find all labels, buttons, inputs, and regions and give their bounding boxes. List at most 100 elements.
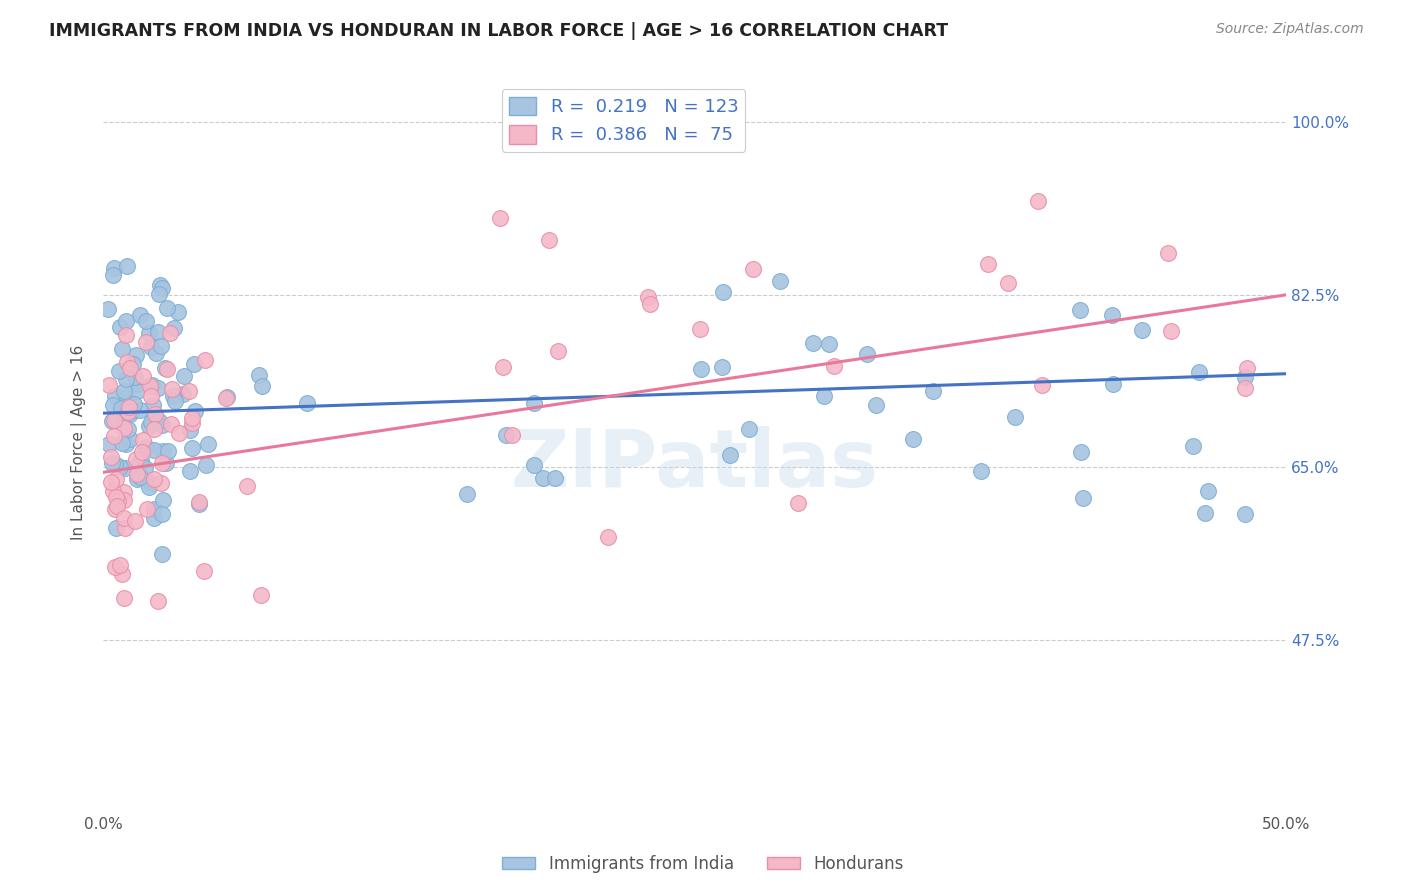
- Point: [194, 458, 217, 473]
- Point: [132, 368, 155, 383]
- Point: [142, 398, 165, 412]
- Point: [104, 472, 127, 486]
- Point: [117, 405, 139, 419]
- Point: [100, 450, 122, 465]
- Point: [118, 360, 141, 375]
- Point: [1069, 302, 1091, 317]
- Point: [135, 314, 157, 328]
- Point: [737, 422, 759, 436]
- Point: [197, 436, 219, 450]
- Point: [249, 588, 271, 602]
- Point: [1194, 506, 1216, 520]
- Point: [111, 405, 134, 419]
- Point: [129, 403, 152, 417]
- Point: [1004, 410, 1026, 425]
- Point: [135, 335, 157, 350]
- Point: [100, 475, 122, 489]
- Point: [141, 377, 163, 392]
- Point: [194, 352, 217, 367]
- Point: [115, 259, 138, 273]
- Point: [179, 464, 201, 478]
- Point: [187, 495, 209, 509]
- Point: [1160, 324, 1182, 338]
- Point: [100, 414, 122, 428]
- Point: [492, 359, 515, 374]
- Point: [152, 507, 174, 521]
- Point: [156, 301, 179, 316]
- Point: [134, 461, 156, 475]
- Point: [1071, 491, 1094, 506]
- Text: Source: ZipAtlas.com: Source: ZipAtlas.com: [1216, 22, 1364, 37]
- Point: [103, 429, 125, 443]
- Point: [111, 567, 134, 582]
- Point: [114, 437, 136, 451]
- Point: [103, 261, 125, 276]
- Point: [522, 458, 544, 472]
- Point: [921, 384, 943, 399]
- Point: [1197, 483, 1219, 498]
- Point: [142, 511, 165, 525]
- Point: [146, 326, 169, 340]
- Point: [456, 486, 478, 500]
- Point: [136, 502, 159, 516]
- Point: [596, 530, 619, 544]
- Point: [818, 337, 841, 351]
- Point: [901, 433, 924, 447]
- Point: [138, 480, 160, 494]
- Point: [118, 407, 141, 421]
- Point: [155, 456, 177, 470]
- Point: [112, 485, 135, 500]
- Point: [711, 285, 734, 299]
- Y-axis label: In Labor Force | Age > 16: In Labor Force | Age > 16: [72, 345, 87, 541]
- Text: IMMIGRANTS FROM INDIA VS HONDURAN IN LABOR FORCE | AGE > 16 CORRELATION CHART: IMMIGRANTS FROM INDIA VS HONDURAN IN LAB…: [49, 22, 948, 40]
- Point: [183, 357, 205, 371]
- Point: [187, 497, 209, 511]
- Point: [1031, 377, 1053, 392]
- Point: [114, 520, 136, 534]
- Point: [181, 441, 204, 455]
- Text: ZIPatlas: ZIPatlas: [510, 426, 879, 504]
- Point: [104, 457, 127, 471]
- Legend: Immigrants from India, Hondurans: Immigrants from India, Hondurans: [495, 848, 911, 880]
- Point: [108, 459, 131, 474]
- Point: [162, 389, 184, 403]
- Point: [100, 456, 122, 470]
- Point: [122, 397, 145, 411]
- Point: [125, 472, 148, 486]
- Point: [856, 347, 879, 361]
- Point: [112, 493, 135, 508]
- Point: [114, 460, 136, 475]
- Point: [813, 389, 835, 403]
- Point: [104, 389, 127, 403]
- Point: [1233, 370, 1256, 384]
- Point: [689, 321, 711, 335]
- Point: [114, 511, 136, 525]
- Point: [637, 290, 659, 304]
- Point: [163, 320, 186, 334]
- Point: [489, 211, 512, 225]
- Point: [547, 344, 569, 359]
- Point: [104, 521, 127, 535]
- Point: [236, 479, 259, 493]
- Point: [115, 355, 138, 369]
- Point: [495, 428, 517, 442]
- Point: [124, 514, 146, 528]
- Point: [1234, 507, 1257, 521]
- Point: [152, 444, 174, 458]
- Point: [98, 437, 121, 451]
- Point: [215, 392, 238, 406]
- Point: [150, 417, 173, 432]
- Point: [711, 359, 734, 374]
- Point: [531, 471, 554, 485]
- Point: [131, 444, 153, 458]
- Point: [165, 393, 187, 408]
- Point: [179, 423, 201, 437]
- Point: [787, 496, 810, 510]
- Point: [108, 364, 131, 378]
- Point: [1181, 439, 1204, 453]
- Point: [538, 233, 561, 247]
- Point: [117, 422, 139, 436]
- Point: [689, 361, 711, 376]
- Point: [167, 425, 190, 440]
- Point: [150, 456, 173, 470]
